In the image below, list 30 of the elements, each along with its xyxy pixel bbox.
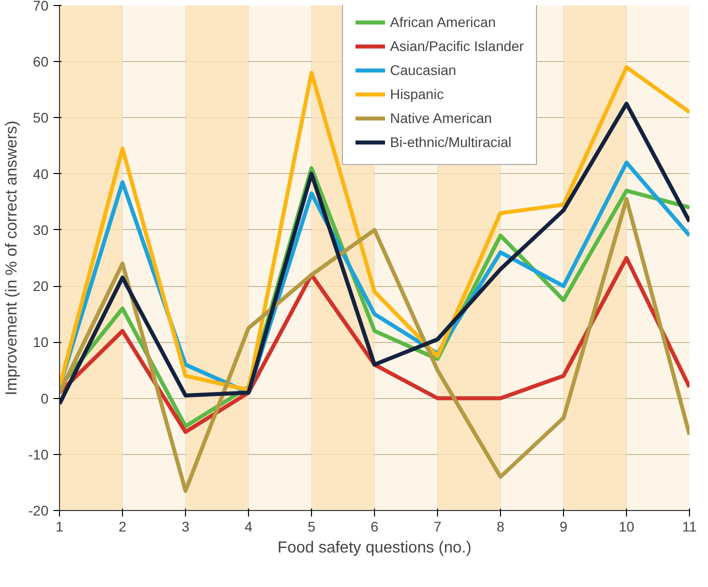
y-tick-label: 70 [32,0,49,14]
x-tick-label: 10 [618,518,634,534]
legend-label: Hispanic [390,85,444,103]
y-tick-label: 60 [32,54,49,70]
line-series [60,197,690,493]
y-tick-label: 30 [32,222,49,238]
y-tick-label: 50 [32,110,49,126]
x-tick-label: 6 [370,518,379,534]
legend-label: Bi-ethnic/Multiracial [390,133,512,151]
legend-label: African American [390,13,496,31]
x-tick-label: 4 [244,518,253,534]
y-tick-label: 20 [32,278,49,294]
x-tick-label: 8 [496,518,505,534]
x-axis-title: Food safety questions (no.) [278,540,472,556]
x-tick-label: 11 [682,518,697,534]
y-tick-label: -20 [28,502,49,518]
legend-label: Native American [390,109,492,127]
x-tick-label: 9 [560,518,568,534]
x-tick-label: 5 [308,518,316,534]
y-tick-label: 40 [32,166,49,182]
y-tick-label: -10 [28,446,49,462]
x-tick-label: 3 [182,518,190,534]
x-tick-label: 1 [56,518,64,534]
legend-label: Asian/Pacific Islander [390,37,524,55]
x-tick-label: 2 [118,518,127,534]
y-tick-label: 10 [32,334,49,350]
legend-label: Caucasian [390,61,456,79]
x-tick-label: 7 [434,518,442,534]
y-tick-label: 0 [40,390,49,406]
y-axis-title: Improvement (in % of correct answers) [3,120,20,396]
